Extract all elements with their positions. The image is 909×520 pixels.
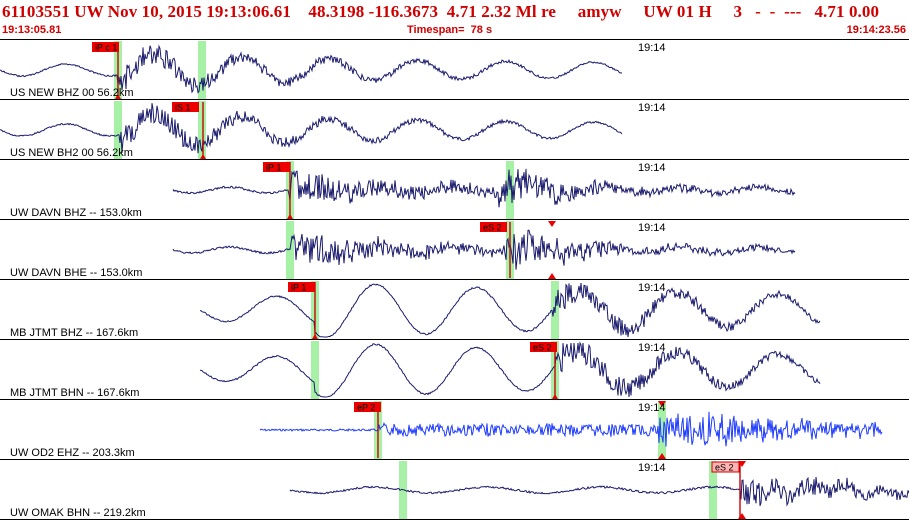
pick-flag xyxy=(480,222,507,232)
trace-row-7: eP 2 19:14 UW OD2 EHZ -- 203.3km xyxy=(0,401,909,460)
station-label: US NEW BHZ 00 56.2km xyxy=(10,87,133,99)
waveform-trace xyxy=(199,282,821,338)
pick-flag xyxy=(288,282,315,292)
station-label: MB JTMT BHN -- 167.6km xyxy=(10,387,139,399)
pick-label: iP 1 xyxy=(266,163,281,173)
waveform-trace xyxy=(259,411,883,447)
marker-triangle-bottom xyxy=(552,394,558,399)
station-label: UW OD2 EHZ -- 203.3km xyxy=(10,447,135,459)
time-mark: 19:14 xyxy=(638,402,666,414)
marker-triangle-bottom xyxy=(312,334,318,339)
pick-label: eS 2 xyxy=(715,463,734,473)
time-window-band xyxy=(198,101,206,159)
pick-flag xyxy=(711,461,740,473)
marker-triangle-top xyxy=(738,461,746,467)
waveform-trace xyxy=(199,341,821,398)
marker-triangle-bottom xyxy=(658,453,666,459)
time-mark: 19:14 xyxy=(638,282,666,294)
station-label: MB JTMT BHZ -- 167.6km xyxy=(10,327,138,339)
end-time: 19:14:23.56 xyxy=(846,24,906,36)
pick-label: iP c 1 xyxy=(95,43,117,53)
marker-triangle-bottom xyxy=(287,214,293,219)
timespan-label: Timespan= 78 s xyxy=(407,24,493,36)
station-label: UW OMAK BHN -- 219.2km xyxy=(10,507,146,519)
time-mark: 19:14 xyxy=(638,102,666,114)
marker-triangle-bottom xyxy=(548,273,556,279)
waveform-trace xyxy=(289,476,909,507)
pick-flag xyxy=(92,42,119,52)
pick-flag xyxy=(172,102,199,112)
pick-label: eS 2 xyxy=(483,223,502,233)
pick-label: iS 1 xyxy=(175,103,191,113)
marker-triangle-top xyxy=(658,401,666,407)
trace-row-6: eS 2 19:14 MB JTMT BHN -- 167.6km xyxy=(0,341,909,400)
pick-label: eP 2 xyxy=(357,403,375,413)
time-window-band xyxy=(286,221,294,279)
trace-panel: iP c 1 19:14 US NEW BHZ 00 56.2km iS 1 19:14… xyxy=(0,40,909,520)
time-window-band xyxy=(311,341,319,399)
time-mark: 19:14 xyxy=(638,342,666,354)
time-window-band xyxy=(114,101,122,159)
start-time: 19:13:05.81 xyxy=(2,24,62,36)
event-header: 61103551 UW Nov 10, 2015 19:13:06.61 48.… xyxy=(0,0,909,40)
waveform-canvas: iP c 1 19:14 US NEW BHZ 00 56.2km iS 1 19:14… xyxy=(0,41,909,520)
trace-row-4: eS 2 19:14 UW DAVN BHE -- 153.0km xyxy=(0,221,909,280)
trace-row-2: iS 1 19:14 US NEW BH2 00 56.2km xyxy=(0,101,909,160)
time-window-band xyxy=(658,401,666,459)
marker-triangle-bottom xyxy=(115,94,121,99)
pick-flag xyxy=(354,402,381,412)
trace-row-8: eS 2 19:14 UW OMAK BHN -- 219.2km xyxy=(0,461,909,520)
marker-triangle-bottom xyxy=(200,154,206,159)
waveform-trace xyxy=(0,103,623,154)
station-label: UW DAVN BHZ -- 153.0km xyxy=(10,207,142,219)
pick-flag xyxy=(530,342,557,352)
trace-row-1: iP c 1 19:14 US NEW BHZ 00 56.2km xyxy=(0,41,909,100)
time-window-band xyxy=(506,161,514,219)
time-mark: 19:14 xyxy=(638,42,666,54)
marker-triangle-top xyxy=(548,221,556,227)
time-window-band xyxy=(198,41,206,99)
waveform-trace xyxy=(172,229,796,270)
trace-row-5: iP 1 19:14 MB JTMT BHZ -- 167.6km xyxy=(0,281,909,340)
time-mark: 19:14 xyxy=(638,222,666,234)
event-title: 61103551 UW Nov 10, 2015 19:13:06.61 48.… xyxy=(2,2,880,21)
waveform-trace xyxy=(0,44,623,94)
station-label: US NEW BH2 00 56.2km xyxy=(10,147,133,159)
pick-label: eS 2 xyxy=(533,343,552,353)
trace-row-3: iP 1 19:14 UW DAVN BHZ -- 153.0km xyxy=(0,161,909,220)
time-mark: 19:14 xyxy=(638,462,666,474)
waveform-trace xyxy=(172,168,796,208)
pick-label: iP 1 xyxy=(291,283,306,293)
marker-triangle-bottom xyxy=(738,513,746,519)
station-label: UW DAVN BHE -- 153.0km xyxy=(10,267,142,279)
time-mark: 19:14 xyxy=(638,162,666,174)
time-window-band xyxy=(709,461,717,519)
pick-flag xyxy=(263,162,290,172)
